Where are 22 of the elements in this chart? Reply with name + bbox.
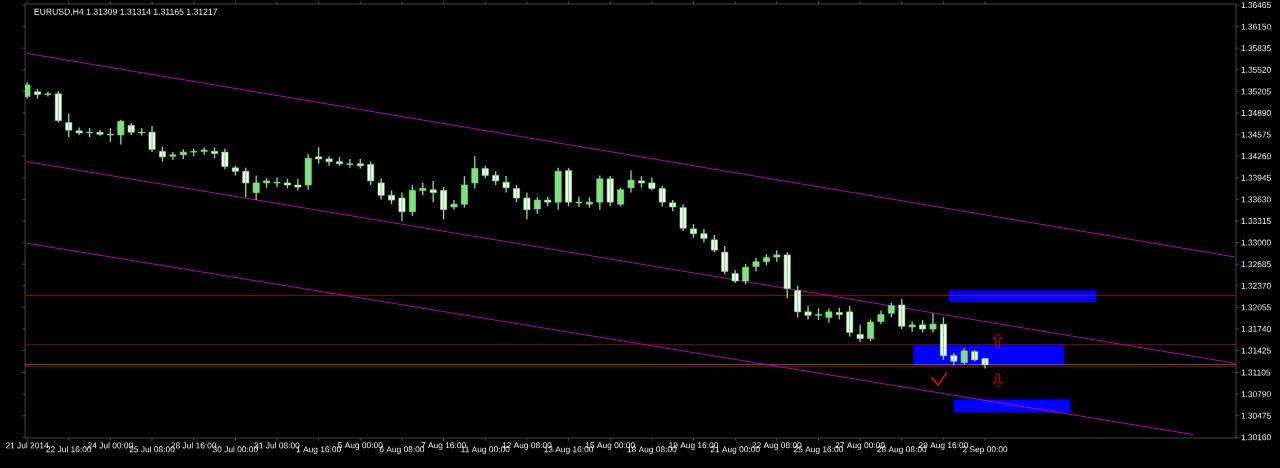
y-tick-label: 1.32055 bbox=[1241, 304, 1271, 311]
chart-title: EURUSD,H4 1.31309 1.31314 1.31165 1.31217 bbox=[34, 8, 218, 16]
y-tick-label: 1.30790 bbox=[1241, 391, 1271, 398]
y-tick-label: 1.34260 bbox=[1241, 153, 1271, 160]
y-tick-label: 1.30160 bbox=[1241, 434, 1271, 441]
y-tick-label: 1.31740 bbox=[1241, 326, 1271, 332]
y-tick-label: 1.32685 bbox=[1241, 261, 1271, 268]
y-tick-label: 1.35205 bbox=[1241, 88, 1271, 95]
y-tick-label: 1.30475 bbox=[1241, 412, 1271, 419]
y-tick-label: 1.34890 bbox=[1241, 110, 1271, 116]
y-tick-label: 1.34575 bbox=[1241, 131, 1271, 138]
y-tick-label: 1.36150 bbox=[1241, 23, 1271, 30]
y-tick-label: 1.33000 bbox=[1241, 239, 1271, 246]
y-tick-label: 1.33630 bbox=[1241, 196, 1271, 203]
y-tick-label: 1.33945 bbox=[1241, 174, 1271, 181]
y-tick-label: 1.31425 bbox=[1241, 347, 1271, 354]
y-tick-label: 1.35520 bbox=[1241, 66, 1271, 73]
y-tick-label: 1.36465 bbox=[1241, 2, 1271, 8]
y-tick-label: 1.31105 bbox=[1241, 369, 1271, 376]
y-tick-label: 1.32370 bbox=[1241, 282, 1271, 289]
y-tick-label: 1.35835 bbox=[1241, 45, 1271, 52]
y-tick-label: 1.33315 bbox=[1241, 218, 1271, 224]
